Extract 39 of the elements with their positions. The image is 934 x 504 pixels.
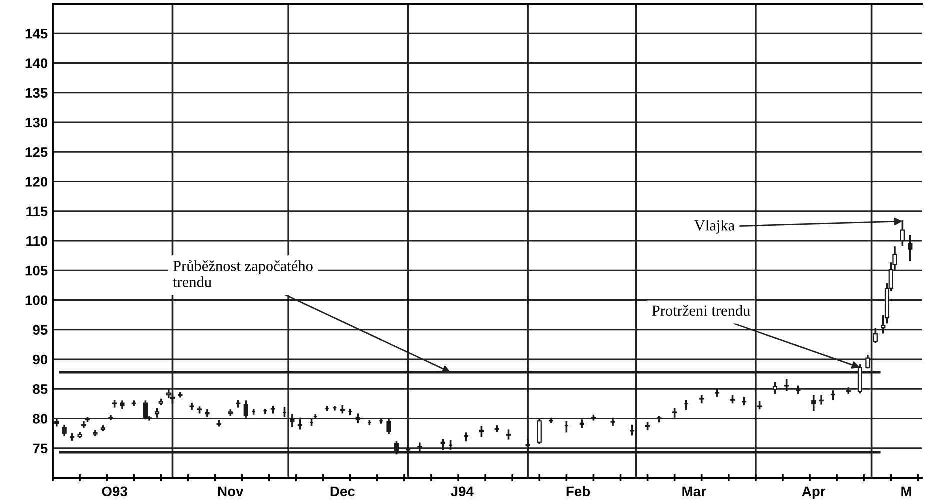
candlestick	[270, 406, 276, 414]
candlestick	[93, 430, 98, 436]
y-tick-label: 95	[33, 325, 48, 336]
candlestick	[479, 426, 484, 438]
x-tick-label: M	[902, 486, 912, 496]
y-tick-label: 75	[33, 444, 48, 454]
x-tick-label: O93	[102, 486, 128, 497]
y-tick-label: 115	[26, 206, 48, 217]
annotation: Průběžnost započatého trendu	[173, 260, 313, 288]
y-tick-label: 140	[26, 58, 48, 68]
y-tick-label: 135	[26, 88, 48, 98]
y-tick-label: 90	[33, 354, 48, 365]
y-tick-label: 145	[26, 29, 48, 39]
x-tick-label: J94	[451, 486, 474, 497]
y-tick-label: 105	[26, 266, 48, 276]
y-tick-label: 120	[26, 177, 48, 187]
candlestick	[190, 403, 194, 410]
annotation: Vlajka	[694, 220, 735, 234]
candlestick	[819, 395, 824, 405]
x-tick-label: Dec	[330, 486, 355, 497]
x-tick-label: Mar	[682, 486, 706, 497]
y-tick-label: 110	[26, 236, 48, 246]
candlestick	[62, 424, 67, 436]
candlestick	[236, 400, 241, 408]
annotation: Protrženi trendu	[652, 305, 750, 316]
x-tick-label: Feb	[566, 486, 590, 497]
y-tick-label: 80	[33, 414, 48, 424]
candlestick	[178, 392, 183, 398]
x-tick-label: Nov	[218, 486, 244, 497]
x-tick-label: Apr	[802, 486, 826, 500]
candlestick	[700, 395, 704, 404]
y-tick-label: 125	[26, 147, 48, 158]
candlestick	[112, 400, 118, 408]
y-tick-label: 85	[33, 384, 48, 394]
candlestick	[132, 400, 136, 406]
y-tick-label: 100	[26, 296, 48, 306]
y-tick-label: 130	[26, 118, 48, 128]
candlestick	[82, 421, 86, 428]
candlestick	[812, 395, 816, 412]
